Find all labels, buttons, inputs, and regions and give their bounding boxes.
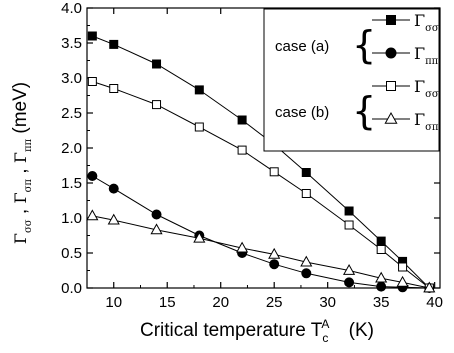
legend-group-label-b: case (b) [275,104,329,121]
x-tick-label: 35 [373,294,390,311]
x-tick-label: 15 [159,294,176,311]
legend-entry-2: Γσσ [372,77,439,100]
data-point [342,263,356,275]
data-point [376,236,386,246]
legend-label: Γσσ [414,11,439,34]
data-point [109,39,119,49]
data-point [269,167,279,177]
y-title-symbol-1: Γ [11,233,30,244]
legend-symbol: Γ [414,11,425,30]
data-point [151,209,162,220]
data-point [344,220,354,230]
data-point [107,213,120,225]
legend-marker [384,111,398,124]
data-point [87,171,98,181]
data-point [300,255,313,267]
x-tick-label: 40 [426,294,443,311]
legend-sub: ππ [425,56,439,67]
data-point [150,223,163,235]
legend-group-brace-b: { [352,89,376,133]
data-point [268,247,281,259]
legend-entry-1: Γππ [372,44,439,67]
legend-marker [386,81,396,91]
series-3 [86,209,436,293]
x-title-sup: A [321,317,329,331]
data-point [109,84,119,93]
y-axis-title: Γσσ , Γσπ , Γππ (meV) [10,82,34,244]
y-tick-label: 2.0 [61,140,82,157]
data-point [86,209,99,221]
legend-sub: σσ [425,23,439,34]
y-tick-label: 0.5 [61,245,82,262]
x-tick-label: 25 [266,294,283,311]
y-title-unit: (meV) [10,82,31,134]
data-point [301,268,312,279]
x-axis-title: Critical temperature TcA (K) [140,317,374,345]
data-point [344,277,355,288]
y-tick-label: 1.0 [61,210,82,227]
y-tick-label: 3.0 [61,70,82,87]
y-title-sub-1: σσ [23,219,34,233]
x-tick-label: 20 [212,294,229,311]
x-axis: 10 15 20 25 30 35 40 [105,8,443,311]
legend-sub: σπ [425,122,439,133]
legend-entry-3: Γσπ [372,110,439,133]
data-point [87,77,97,86]
data-point [194,85,204,95]
y-title-symbol-3: Γ [11,152,30,163]
data-point [237,115,247,125]
y-tick-label: 4.0 [61,0,82,17]
data-point [398,262,408,272]
legend-entry-0: Γσσ [372,11,439,34]
y-tick-label: 2.5 [61,105,82,122]
data-point [344,206,354,216]
data-point [375,271,388,283]
legend-symbol: Γ [414,110,425,129]
data-point [152,100,162,110]
data-point [301,168,311,177]
legend-group-label-a: case (a) [275,38,329,55]
y-tick-label: 1.5 [61,175,82,192]
y-title-sub-3: ππ [23,138,34,152]
legend-symbol: Γ [414,77,425,96]
data-point [87,31,97,41]
data-point [376,245,386,254]
y-tick-label: 3.5 [61,35,82,52]
data-point [423,281,436,293]
legend-symbol: Γ [414,44,425,63]
data-point [152,59,162,69]
legend-label: Γσσ [414,77,439,100]
x-tick-label: 30 [319,294,336,311]
legend-box [263,8,440,152]
data-point [396,275,409,287]
legend-marker [386,15,396,25]
data-point [236,241,249,253]
legend-marker [385,47,397,59]
data-point [237,145,247,155]
legend-label: Γσπ [414,110,439,133]
x-title-main: Critical temperature T [140,320,323,341]
x-title-sub: c [322,331,328,345]
data-point [269,259,280,270]
series-line [92,175,430,289]
legend-group-brace-a: { [352,23,376,67]
x-title-unit: (K) [349,320,374,341]
y-title-symbol-2: Γ [11,192,30,203]
y-tick-label: 0.0 [61,280,82,297]
data-point [376,281,387,292]
data-point [194,122,204,132]
data-point [301,189,311,198]
legend-sub: σσ [425,89,439,100]
x-tick-label: 10 [105,294,122,311]
data-point [193,231,206,243]
y-axis: 0.0 0.5 1.0 1.5 2.0 2.5 3.0 3.5 4.0 [61,0,440,297]
y-title-sub-2: σπ [23,179,34,193]
legend-label: Γππ [414,44,439,67]
data-point [108,183,119,194]
